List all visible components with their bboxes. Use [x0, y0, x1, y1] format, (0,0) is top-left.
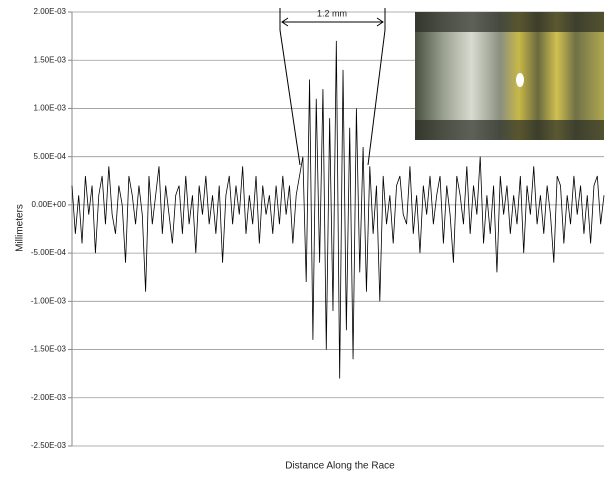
annotation: 1.2 mm: [317, 8, 347, 18]
signal-line: [71, 40, 605, 379]
y-tick-label: 1.00E-03: [34, 104, 67, 113]
y-tick-label: 1.50E-03: [34, 55, 67, 64]
photo-edge: [415, 12, 604, 32]
photo-edge: [415, 120, 604, 140]
photo-spall: [516, 73, 524, 87]
y-axis-label: Millimeters: [15, 204, 26, 252]
y-tick-label: -5.00E-04: [31, 248, 67, 257]
annotation-arrows: [279, 8, 386, 166]
x-axis-label: Distance Along the Race: [285, 461, 395, 472]
y-tick-label: 2.00E-03: [34, 7, 67, 16]
y-tick-label: -2.00E-03: [31, 393, 67, 402]
inset-photo: [415, 12, 604, 140]
y-tick-label: -2.50E-03: [31, 441, 67, 450]
y-tick-label: 0.00E+00: [32, 200, 67, 209]
y-tick-label: -1.50E-03: [31, 345, 67, 354]
y-tick-label: 5.00E-04: [34, 152, 67, 161]
y-tick-label: -1.00E-03: [31, 296, 67, 305]
